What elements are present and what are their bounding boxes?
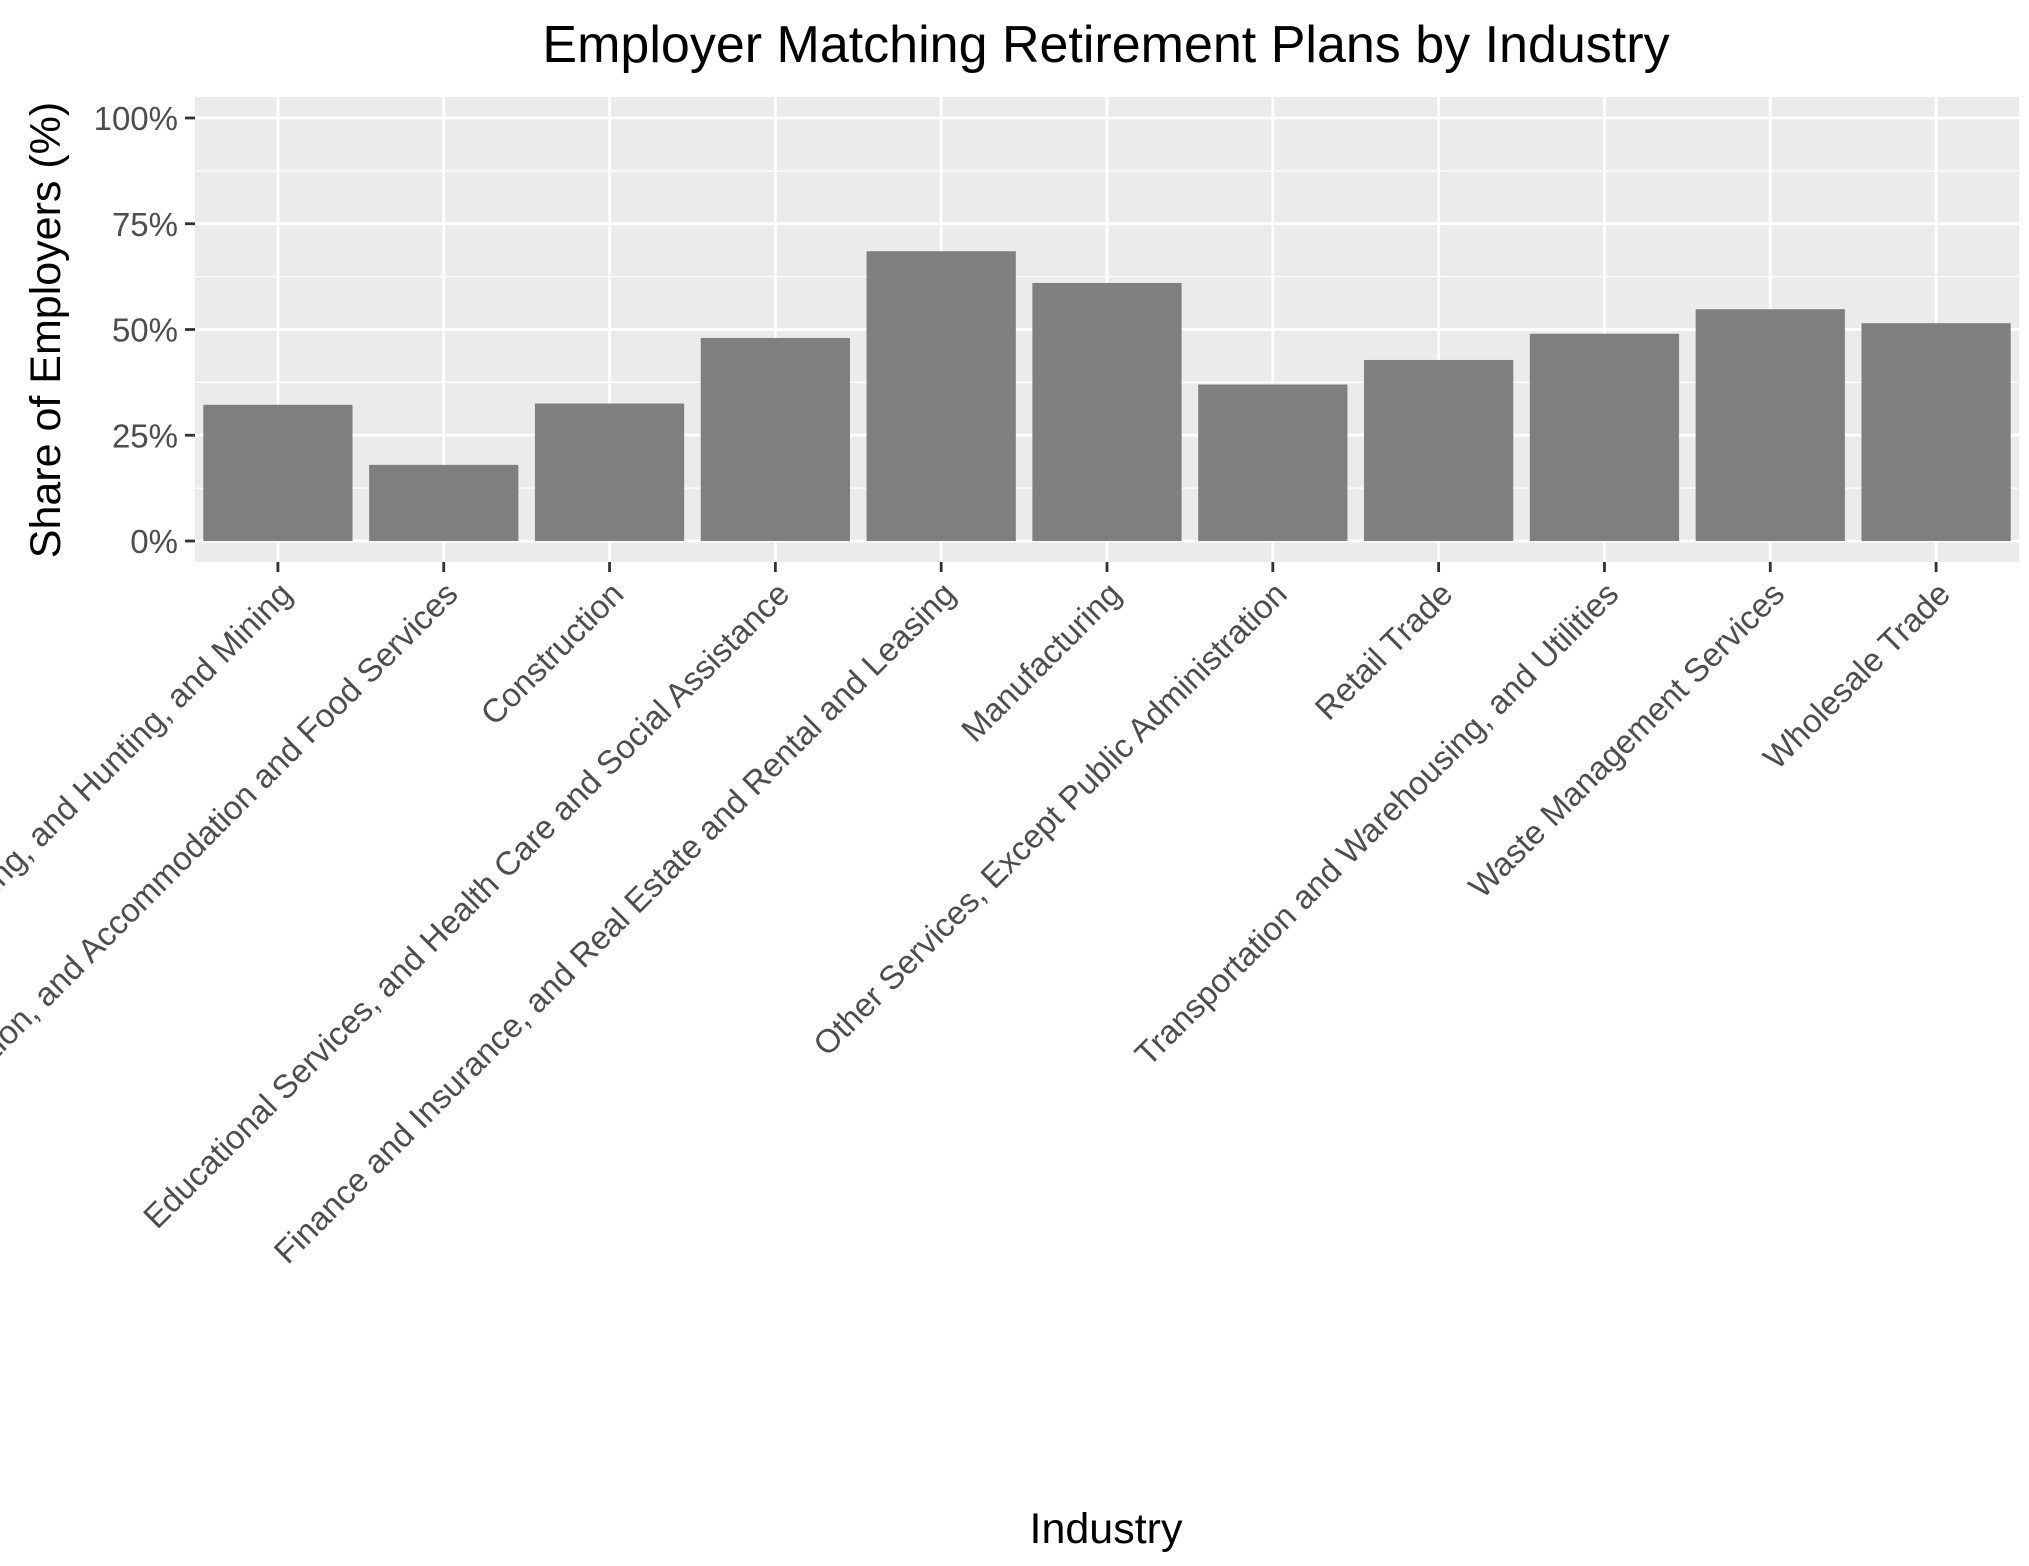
x-axis: Agriculture, Forestry, Fishing, and Hunt… [0, 562, 1957, 1397]
x-tick-label: Retail Trade [1308, 575, 1460, 727]
bar [1529, 333, 1680, 541]
x-axis-title: Industry [1030, 1505, 1183, 1553]
y-axis: 0% 25% 50% 75% 100% [94, 100, 195, 560]
y-tick-label: 25% [112, 417, 178, 454]
bar [1364, 359, 1514, 541]
bar [1198, 384, 1348, 541]
x-tick-label: Manufacturing [954, 575, 1128, 749]
x-tick-label: Waste Management Services [1461, 575, 1791, 905]
bar [369, 464, 519, 541]
y-tick-label: 75% [112, 206, 178, 243]
chart-title: Employer Matching Retirement Plans by In… [542, 16, 1669, 74]
bar [203, 404, 353, 541]
bar [700, 337, 850, 541]
y-tick-label: 100% [94, 100, 178, 137]
bar [1861, 323, 2011, 541]
x-tick-label: Construction [473, 575, 630, 732]
y-axis-title: Share of Employers (%) [22, 102, 70, 558]
bar [1032, 282, 1182, 541]
bar [1695, 309, 1845, 541]
y-tick-label: 0% [130, 523, 178, 560]
x-tick-label: Educational Services, and Health Care an… [136, 575, 796, 1235]
bars [203, 251, 2011, 541]
bar [534, 403, 685, 541]
y-tick-label: 50% [112, 312, 178, 349]
bar [866, 251, 1016, 541]
